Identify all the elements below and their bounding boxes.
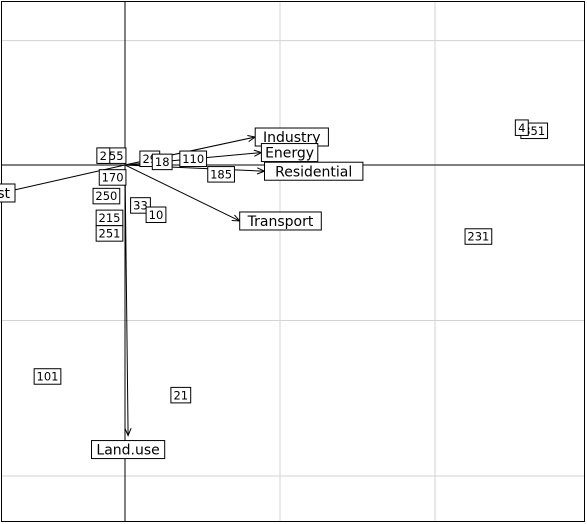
observation-label-text: 231 <box>467 230 489 244</box>
observation-label-box <box>95 225 124 242</box>
observation-label-box <box>170 386 192 404</box>
variable-label-box <box>0 183 16 203</box>
observation-label-text: 10 <box>149 208 164 222</box>
observation-label: 170 <box>98 169 127 186</box>
observation-label-box <box>179 150 208 168</box>
observation-label-text: 250 <box>95 189 117 203</box>
observation-label: 185 <box>207 166 235 183</box>
observation-label-text: 110 <box>182 152 204 166</box>
observation-label-box <box>130 197 151 214</box>
observation-label: 101 <box>33 368 62 385</box>
variable-label: Energy <box>260 143 319 163</box>
observation-label-text: 215 <box>99 211 121 225</box>
variable-label-text: Residential <box>275 164 352 180</box>
observation-label-box <box>33 368 62 385</box>
observation-label: 33 <box>130 197 151 214</box>
observation-label-box <box>98 169 127 186</box>
observation-label-box <box>151 153 173 171</box>
variable-label-text: Energy <box>265 146 314 162</box>
observation-label: 231 <box>464 228 493 245</box>
variable-label: st <box>0 183 16 203</box>
variable-label-text: st <box>0 186 10 202</box>
observation-label-text: 21 <box>173 388 188 402</box>
variable-label: Transport <box>239 211 322 231</box>
variable-label: Land.use <box>91 440 166 460</box>
variable-label: Industry <box>254 127 329 147</box>
observation-label: 18 <box>151 153 173 171</box>
observation-label-text: 170 <box>102 171 124 185</box>
observation-label-box <box>464 228 493 245</box>
observation-label-box <box>207 166 235 183</box>
variable-label: Residential <box>264 161 364 181</box>
variable-label-box <box>260 143 319 163</box>
arrow-shaft <box>124 164 129 436</box>
variable-label-box <box>239 211 322 231</box>
observation-label-text: 2 <box>100 149 107 163</box>
observation-label-text: 4 <box>518 121 525 135</box>
observation-label-box <box>145 206 167 224</box>
observation-label-box <box>92 187 121 205</box>
observation-label: 215 <box>95 209 124 227</box>
variable-arrow <box>124 164 132 437</box>
observation-label-text: 185 <box>210 167 232 181</box>
observation-label-text: 101 <box>37 370 59 384</box>
observation-label-box <box>96 147 111 164</box>
variable-label-text: Industry <box>263 130 321 146</box>
observation-label: 251 <box>95 225 124 242</box>
observation-label: 21 <box>170 386 192 404</box>
observation-label-box <box>514 119 529 136</box>
observation-label: 2 <box>96 147 111 164</box>
observation-label-text: 33 <box>133 199 148 213</box>
arrow-shaft <box>124 164 240 222</box>
variable-label-text: Land.use <box>96 443 159 459</box>
variable-label-box <box>264 161 364 181</box>
observation-label: 4 <box>514 119 529 136</box>
observation-label-text: 18 <box>155 155 170 169</box>
observation-label: 110 <box>179 150 208 168</box>
arrow-head <box>124 427 132 437</box>
observation-label: 10 <box>145 206 167 224</box>
variable-label-text: Transport <box>247 214 314 230</box>
observation-label-text: 251 <box>99 227 121 241</box>
observation-label: 250 <box>92 187 121 205</box>
variable-label-box <box>91 440 166 460</box>
